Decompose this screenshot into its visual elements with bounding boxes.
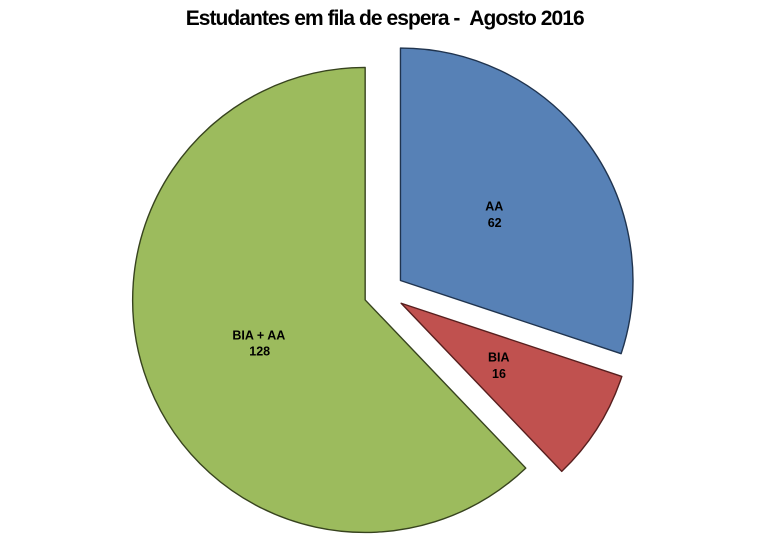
svg-text:Estudantes em fila de espera -: Estudantes em fila de espera - Agosto 20… (186, 7, 584, 30)
svg-text:128: 128 (249, 344, 270, 358)
svg-text:16: 16 (492, 367, 506, 381)
svg-text:BIA + AA: BIA + AA (232, 328, 285, 342)
svg-text:BIA: BIA (488, 351, 510, 365)
svg-text:AA: AA (485, 200, 503, 214)
svg-text:62: 62 (488, 216, 502, 230)
